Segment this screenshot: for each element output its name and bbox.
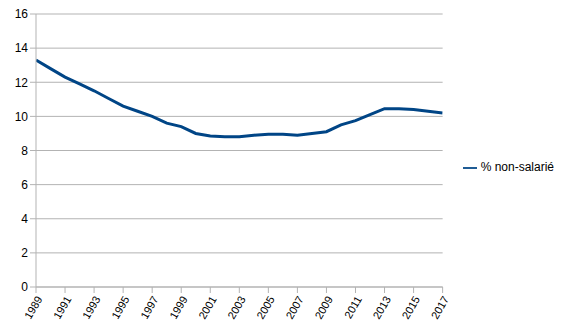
svg-text:2013: 2013 (370, 294, 393, 321)
svg-text:10: 10 (15, 110, 29, 124)
svg-text:2003: 2003 (225, 294, 248, 321)
svg-text:12: 12 (15, 76, 29, 90)
svg-text:2005: 2005 (254, 294, 277, 321)
svg-text:2007: 2007 (283, 294, 306, 321)
svg-text:1999: 1999 (167, 294, 190, 321)
svg-text:1991: 1991 (51, 294, 74, 321)
svg-text:2: 2 (21, 246, 28, 260)
svg-text:1997: 1997 (138, 294, 161, 321)
svg-text:2015: 2015 (399, 294, 422, 321)
svg-text:2009: 2009 (312, 294, 335, 321)
svg-text:1993: 1993 (80, 294, 103, 321)
svg-text:2001: 2001 (196, 294, 219, 321)
svg-text:2011: 2011 (342, 294, 364, 320)
svg-text:16: 16 (15, 8, 29, 21)
svg-text:0: 0 (21, 280, 28, 294)
svg-text:14: 14 (15, 41, 29, 55)
svg-text:8: 8 (21, 144, 28, 158)
svg-text:1995: 1995 (109, 294, 132, 321)
svg-text:6: 6 (21, 178, 28, 192)
svg-text:4: 4 (21, 212, 28, 226)
svg-text:1989: 1989 (22, 294, 45, 321)
svg-text:2017: 2017 (428, 294, 451, 321)
html-text:% non-salarié: % non-salarié (480, 160, 554, 175)
